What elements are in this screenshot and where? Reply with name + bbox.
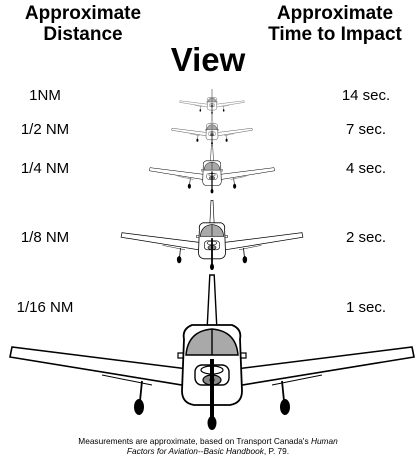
footnote-line1: Measurements are approximate, based on T…	[0, 436, 416, 446]
view-title: View	[170, 41, 246, 78]
aircraft-half-nm	[171, 113, 253, 145]
distance-label-quarter-nm: 1/4 NM	[20, 160, 70, 177]
distance-label-sixteenth-nm: 1/16 NM	[16, 299, 74, 316]
time-column-header: Approximate Time to Impact	[260, 3, 410, 45]
footnote-line2-italic: Factors for Aviation--Basic Handbook	[126, 446, 264, 456]
footnote-line2: Factors for Aviation--Basic Handbook, P.…	[0, 446, 416, 456]
distance-header-line1: Approximate	[24, 3, 142, 24]
time-label-14s: 14 sec.	[341, 87, 391, 104]
aircraft-1nm	[179, 89, 245, 115]
time-label-2s: 2 sec.	[345, 229, 387, 246]
distance-label-eighth-nm: 1/8 NM	[20, 229, 70, 246]
time-label-7s: 7 sec.	[345, 121, 387, 138]
distance-column-header: Approximate Distance	[8, 3, 158, 45]
footnote-line2-suffix: , P. 79.	[263, 446, 290, 456]
time-header-line2: Time to Impact	[268, 24, 402, 45]
footnote-line1-prefix: Measurements are approximate, based on T…	[78, 436, 311, 446]
footnote-line1-italic: Human	[310, 436, 338, 446]
time-label-1s: 1 sec.	[345, 299, 387, 316]
time-label-4s: 4 sec.	[345, 160, 387, 177]
aircraft-quarter-nm	[149, 145, 275, 194]
aircraft-sixteenth-nm	[9, 274, 415, 431]
distance-header-line2: Distance	[43, 24, 123, 45]
distance-label-half-nm: 1/2 NM	[20, 121, 70, 138]
time-header-line1: Approximate	[276, 3, 394, 24]
footnote: Measurements are approximate, based on T…	[0, 436, 416, 456]
distance-label-1nm: 1NM	[29, 87, 61, 104]
aircraft-eighth-nm	[120, 199, 304, 271]
